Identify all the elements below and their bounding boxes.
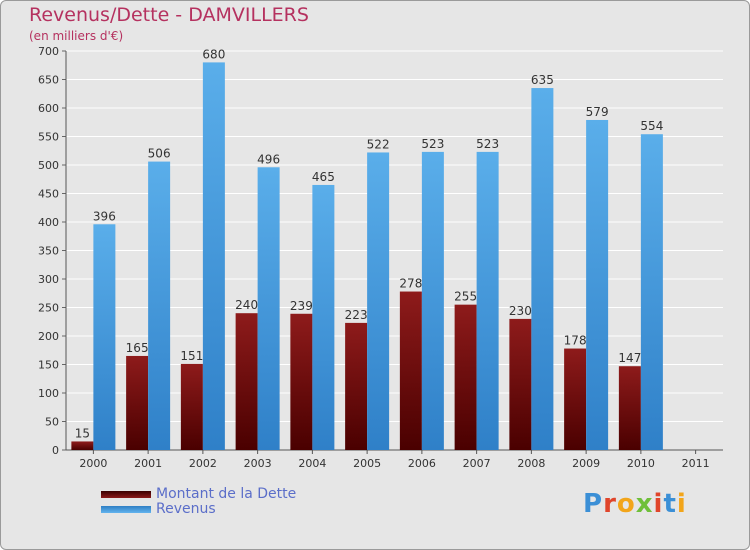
y-tick-label: 350	[38, 245, 59, 258]
data-label: 240	[235, 298, 258, 312]
x-tick-label: 2010	[627, 457, 655, 470]
y-tick-label: 400	[38, 216, 59, 229]
x-tick-label: 2003	[244, 457, 272, 470]
y-tick-label: 500	[38, 159, 59, 172]
x-tick-label: 2005	[353, 457, 381, 470]
data-label: 396	[93, 209, 116, 223]
logo-letter: r	[603, 489, 617, 519]
bar-dette	[235, 313, 258, 450]
y-tick-label: 100	[38, 387, 59, 400]
data-label: 278	[399, 277, 422, 291]
y-tick-label: 550	[38, 131, 59, 144]
y-tick-label: 150	[38, 359, 59, 372]
bar-revenus	[148, 161, 171, 450]
data-label: 465	[312, 170, 335, 184]
y-tick-label: 200	[38, 330, 59, 343]
x-tick-label: 2011	[682, 457, 710, 470]
data-label: 554	[640, 119, 663, 133]
data-label: 178	[564, 334, 587, 348]
data-label: 680	[202, 47, 225, 61]
y-tick-label: 0	[52, 444, 59, 457]
legend-label-dette: Montant de la Dette	[156, 486, 297, 502]
data-label: 523	[476, 137, 499, 151]
legend-swatch-dette	[101, 491, 151, 498]
data-label: 230	[509, 304, 532, 318]
x-tick-label: 2004	[298, 457, 326, 470]
bar-revenus	[257, 167, 280, 450]
chart-subtitle: (en milliers d'€)	[29, 29, 124, 43]
data-label: 15	[75, 426, 90, 440]
data-label: 255	[454, 290, 477, 304]
bar-dette	[290, 313, 313, 450]
bar-revenus	[367, 152, 390, 450]
data-label: 147	[618, 351, 641, 365]
bar-revenus	[312, 184, 335, 450]
bar-dette	[345, 322, 368, 450]
data-label: 239	[290, 299, 313, 313]
bar-revenus	[640, 134, 663, 450]
data-label: 579	[586, 105, 609, 119]
legend-swatch-revenus	[101, 506, 151, 513]
data-label: 506	[148, 147, 171, 161]
data-label: 223	[345, 308, 368, 322]
y-tick-label: 300	[38, 273, 59, 286]
proxiti-logo: Proxiti	[583, 489, 687, 519]
bar-dette	[399, 291, 422, 450]
data-label: 635	[531, 73, 554, 87]
logo-letter: o	[616, 489, 636, 519]
bar-dette	[71, 441, 94, 450]
bar-revenus	[421, 151, 444, 450]
x-tick-label: 2008	[517, 457, 545, 470]
x-tick-label: 2009	[572, 457, 600, 470]
logo-letter: t	[663, 489, 677, 519]
bar-dette	[618, 366, 641, 450]
chart-title: Revenus/Dette - DAMVILLERS	[29, 4, 309, 26]
bar-dette	[126, 355, 149, 450]
x-tick-label: 2007	[463, 457, 491, 470]
y-tick-label: 50	[45, 416, 59, 429]
bar-revenus	[93, 224, 116, 450]
bar-revenus	[586, 119, 609, 450]
bar-dette	[454, 304, 477, 450]
logo-letter: x	[635, 489, 654, 519]
x-tick-label: 2000	[79, 457, 107, 470]
data-label: 523	[421, 137, 444, 151]
y-tick-label: 650	[38, 74, 59, 87]
y-tick-label: 700	[38, 45, 59, 58]
data-label: 165	[126, 341, 149, 355]
legend-label-revenus: Revenus	[156, 501, 216, 517]
bar-revenus	[476, 151, 499, 450]
x-tick-label: 2001	[134, 457, 162, 470]
x-tick-label: 2006	[408, 457, 436, 470]
logo-letter: i	[676, 489, 687, 519]
y-tick-label: 450	[38, 188, 59, 201]
y-tick-label: 600	[38, 102, 59, 115]
data-label: 522	[367, 137, 390, 151]
data-label: 151	[180, 349, 203, 363]
data-label: 496	[257, 152, 280, 166]
x-tick-label: 2002	[189, 457, 217, 470]
y-tick-label: 250	[38, 302, 59, 315]
logo-letter: P	[583, 489, 604, 519]
bar-dette	[509, 318, 532, 450]
bar-dette	[564, 348, 587, 450]
logo-letter: i	[653, 489, 664, 519]
bar-revenus	[531, 88, 554, 451]
bar-dette	[180, 363, 203, 450]
bar-revenus	[202, 62, 225, 451]
